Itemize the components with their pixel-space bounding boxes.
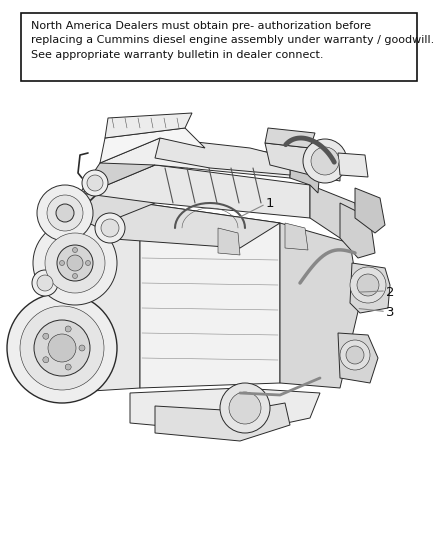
Polygon shape [105, 113, 192, 138]
Polygon shape [80, 163, 155, 193]
Circle shape [82, 170, 108, 196]
Circle shape [65, 326, 71, 332]
Circle shape [43, 357, 49, 363]
Polygon shape [60, 203, 140, 393]
Circle shape [357, 274, 379, 296]
Circle shape [79, 345, 85, 351]
Polygon shape [280, 223, 360, 388]
Circle shape [73, 273, 78, 279]
Text: 3: 3 [386, 306, 395, 319]
Polygon shape [140, 203, 280, 388]
Circle shape [56, 204, 74, 222]
Circle shape [85, 261, 91, 265]
Circle shape [7, 293, 117, 403]
Circle shape [33, 221, 117, 305]
Circle shape [47, 195, 83, 231]
Polygon shape [310, 185, 358, 238]
Circle shape [101, 219, 119, 237]
Circle shape [311, 147, 339, 175]
Text: replacing a Cummins diesel engine assembly under warranty / goodwill.: replacing a Cummins diesel engine assemb… [31, 35, 434, 45]
Polygon shape [80, 165, 155, 233]
Circle shape [340, 340, 370, 370]
Circle shape [303, 139, 347, 183]
Circle shape [43, 333, 49, 339]
Circle shape [229, 392, 261, 424]
Text: 1: 1 [266, 197, 274, 210]
Polygon shape [80, 165, 310, 218]
Polygon shape [100, 128, 205, 163]
Polygon shape [155, 403, 290, 441]
Polygon shape [350, 263, 390, 313]
Circle shape [67, 255, 83, 271]
Circle shape [220, 383, 270, 433]
Circle shape [57, 245, 93, 281]
Polygon shape [60, 203, 280, 248]
Circle shape [37, 275, 53, 291]
Circle shape [60, 261, 64, 265]
Circle shape [32, 270, 58, 296]
Polygon shape [355, 188, 385, 233]
Text: North America Dealers must obtain pre- authorization before: North America Dealers must obtain pre- a… [31, 21, 371, 31]
Polygon shape [265, 128, 315, 148]
Polygon shape [338, 153, 368, 177]
Circle shape [20, 306, 104, 390]
Text: See appropriate warranty bulletin in dealer connect.: See appropriate warranty bulletin in dea… [31, 50, 324, 60]
Polygon shape [338, 333, 378, 383]
Polygon shape [290, 155, 320, 193]
Circle shape [45, 233, 105, 293]
Polygon shape [265, 143, 340, 181]
Polygon shape [100, 138, 290, 188]
Circle shape [95, 213, 125, 243]
Circle shape [350, 267, 386, 303]
Polygon shape [130, 388, 320, 433]
Circle shape [34, 320, 90, 376]
Circle shape [87, 175, 103, 191]
Circle shape [73, 247, 78, 253]
Text: 2: 2 [386, 286, 395, 298]
Circle shape [65, 364, 71, 370]
Polygon shape [340, 203, 375, 258]
Polygon shape [285, 223, 308, 250]
Circle shape [346, 346, 364, 364]
FancyBboxPatch shape [21, 13, 417, 81]
Circle shape [48, 334, 76, 362]
Circle shape [37, 185, 93, 241]
Polygon shape [155, 138, 290, 175]
Polygon shape [218, 228, 240, 255]
